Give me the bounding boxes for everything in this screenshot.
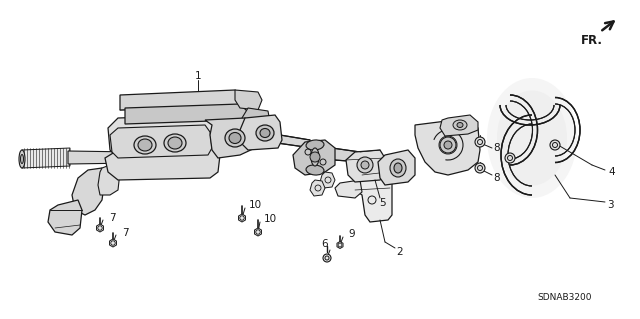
- Text: 3: 3: [607, 200, 613, 210]
- Circle shape: [505, 153, 515, 163]
- Polygon shape: [440, 115, 478, 136]
- Polygon shape: [97, 224, 104, 232]
- Text: 10: 10: [248, 200, 262, 210]
- Polygon shape: [108, 115, 222, 158]
- Circle shape: [440, 137, 456, 153]
- Ellipse shape: [134, 136, 156, 154]
- Ellipse shape: [394, 163, 402, 173]
- Text: 9: 9: [349, 229, 355, 239]
- Text: 5: 5: [379, 198, 385, 208]
- Text: 10: 10: [264, 214, 276, 224]
- Ellipse shape: [457, 122, 463, 128]
- Circle shape: [310, 152, 320, 162]
- Polygon shape: [335, 180, 362, 198]
- Polygon shape: [332, 148, 362, 162]
- Polygon shape: [310, 180, 325, 196]
- Polygon shape: [109, 239, 116, 247]
- Polygon shape: [48, 200, 82, 235]
- Circle shape: [550, 140, 560, 150]
- Circle shape: [323, 254, 331, 262]
- Ellipse shape: [20, 154, 24, 164]
- Text: 8: 8: [493, 173, 500, 183]
- Polygon shape: [120, 90, 245, 110]
- Polygon shape: [268, 133, 312, 148]
- Text: 7: 7: [109, 213, 115, 223]
- Ellipse shape: [306, 140, 324, 150]
- Ellipse shape: [256, 125, 274, 141]
- Polygon shape: [235, 90, 262, 110]
- Ellipse shape: [453, 120, 467, 130]
- Polygon shape: [240, 115, 282, 150]
- Ellipse shape: [168, 137, 182, 149]
- Text: 8: 8: [493, 143, 500, 153]
- Text: FR.: FR.: [581, 33, 603, 47]
- Ellipse shape: [306, 165, 324, 175]
- Polygon shape: [337, 241, 343, 249]
- Polygon shape: [293, 140, 335, 175]
- Polygon shape: [22, 148, 70, 168]
- Ellipse shape: [487, 78, 577, 198]
- Polygon shape: [378, 150, 415, 185]
- Text: 2: 2: [397, 247, 403, 257]
- Text: 4: 4: [609, 167, 615, 177]
- Polygon shape: [242, 108, 270, 128]
- Polygon shape: [68, 151, 200, 164]
- Text: 7: 7: [122, 228, 128, 238]
- Text: SDNAB3200: SDNAB3200: [538, 293, 592, 302]
- Polygon shape: [125, 104, 248, 124]
- Polygon shape: [320, 172, 335, 188]
- Polygon shape: [355, 168, 392, 222]
- Polygon shape: [205, 118, 260, 158]
- Ellipse shape: [164, 134, 186, 152]
- Ellipse shape: [260, 129, 270, 137]
- Polygon shape: [110, 125, 212, 158]
- Ellipse shape: [138, 139, 152, 151]
- Ellipse shape: [19, 150, 25, 168]
- Circle shape: [444, 141, 452, 149]
- Circle shape: [475, 163, 485, 173]
- Polygon shape: [105, 147, 220, 180]
- Polygon shape: [346, 150, 385, 182]
- Ellipse shape: [229, 132, 241, 144]
- Polygon shape: [239, 214, 246, 222]
- Ellipse shape: [497, 91, 567, 186]
- Ellipse shape: [225, 129, 245, 147]
- Polygon shape: [72, 168, 105, 215]
- Ellipse shape: [311, 148, 319, 166]
- Text: 6: 6: [322, 239, 328, 249]
- Polygon shape: [255, 228, 262, 236]
- Ellipse shape: [390, 159, 406, 177]
- Polygon shape: [415, 118, 480, 175]
- Polygon shape: [98, 162, 120, 195]
- Text: 1: 1: [195, 71, 202, 81]
- Circle shape: [357, 157, 373, 173]
- Circle shape: [475, 137, 485, 147]
- Circle shape: [361, 161, 369, 169]
